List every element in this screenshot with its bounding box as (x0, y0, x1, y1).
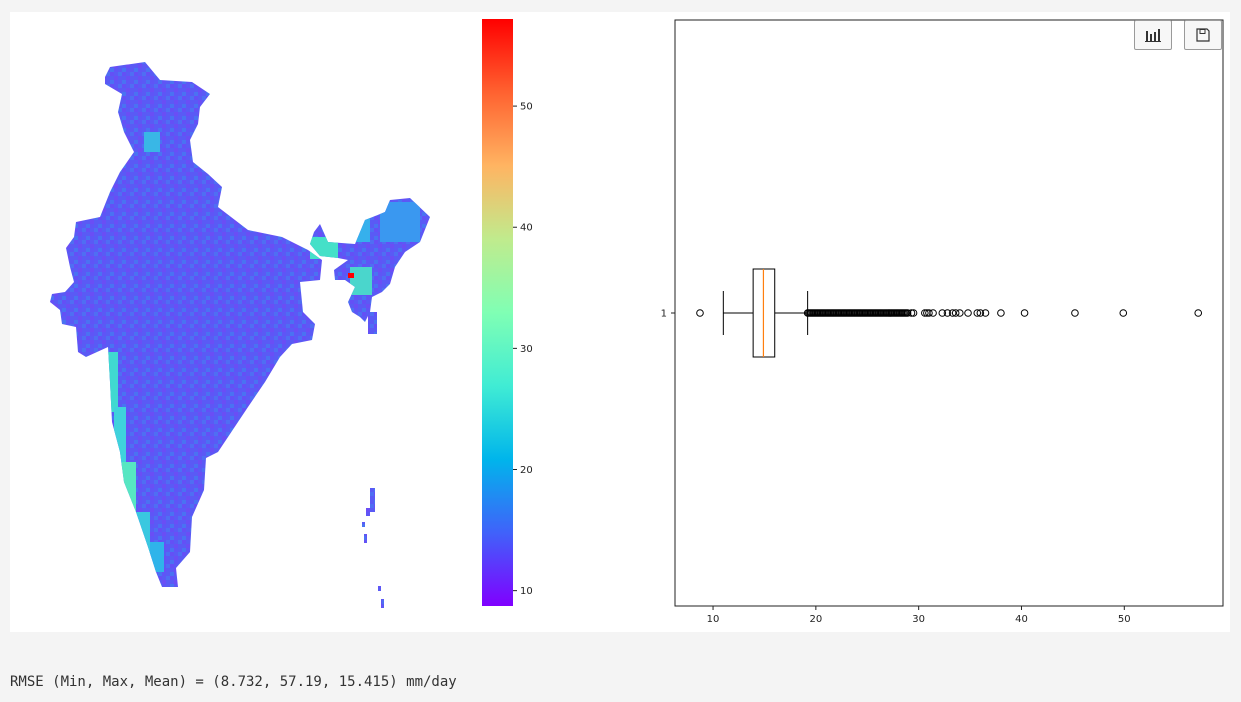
outlier-point (696, 309, 704, 317)
outlier-point (1119, 309, 1128, 317)
outlier-point (909, 309, 918, 317)
bar-chart-icon (1145, 29, 1161, 42)
outlier-point (1194, 309, 1203, 317)
outlier-point (903, 309, 912, 317)
max-rmse-hotspot (348, 273, 354, 278)
boxplot-outliers (696, 309, 1203, 317)
boxplot-y-ticks: 1 (661, 309, 675, 320)
outlier-point (929, 309, 937, 317)
boxplot-x-ticks: 10 20 30 40 50 (707, 606, 1131, 625)
boxplot-body (722, 268, 809, 358)
rmse-boxplot-figure: 10 20 30 40 50 1 (661, 19, 1224, 625)
outlier-point (921, 309, 929, 317)
x-tick-label: 10 (707, 614, 720, 625)
rmse-map-figure: 10 20 30 40 50 (50, 19, 533, 608)
outlier-point (943, 309, 952, 317)
colorbar-ticks: 10 20 30 40 50 (513, 102, 533, 597)
save-figure-button[interactable] (1184, 20, 1222, 50)
colorbar-gradient (482, 19, 513, 606)
x-tick-label: 40 (1015, 614, 1028, 625)
bar-chart-button[interactable] (1134, 20, 1172, 50)
colorbar-tick-label: 40 (520, 223, 533, 234)
y-tick-label: 1 (661, 309, 667, 320)
outlier-point (907, 309, 916, 317)
outlier-point (948, 309, 957, 317)
outlier-point (976, 309, 985, 317)
colorbar-tick-label: 30 (520, 344, 533, 355)
colorbar: 10 20 30 40 50 (482, 19, 533, 606)
outlier-point (951, 309, 960, 317)
outlier-point (925, 309, 933, 317)
outlier-point (955, 309, 964, 317)
outlier-point (938, 309, 947, 317)
rmse-summary-text: RMSE (Min, Max, Mean) = (8.732, 57.19, 1… (10, 674, 457, 690)
colorbar-tick-label: 20 (520, 465, 533, 476)
outlier-point (981, 309, 990, 317)
x-tick-label: 50 (1118, 614, 1131, 625)
outlier-point (973, 309, 982, 317)
x-tick-label: 20 (809, 614, 822, 625)
outlier-point (997, 309, 1005, 317)
notebook-output-cell: 10 20 30 40 50 10 20 30 40 50 1 (10, 12, 1230, 632)
outlier-point (964, 309, 972, 317)
x-tick-label: 30 (912, 614, 925, 625)
colorbar-tick-label: 10 (520, 586, 533, 597)
colorbar-tick-label: 50 (520, 102, 533, 113)
outlier-point (1020, 309, 1029, 317)
floppy-disk-icon (1196, 28, 1210, 42)
outlier-point (1071, 309, 1079, 317)
